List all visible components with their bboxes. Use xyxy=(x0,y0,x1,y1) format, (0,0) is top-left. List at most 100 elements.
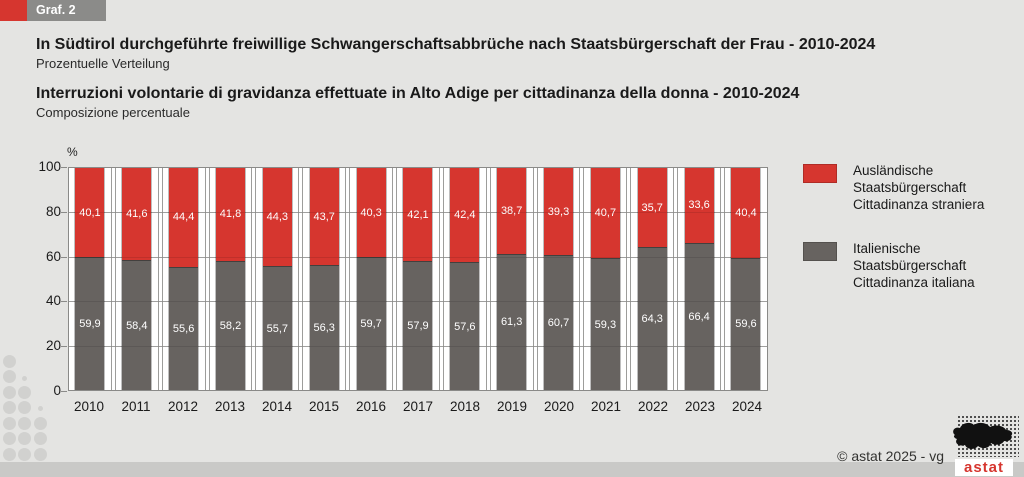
segment-foreign-value: 44,3 xyxy=(266,211,289,224)
category-separator xyxy=(720,168,726,390)
segment-italian-value: 59,6 xyxy=(735,318,757,331)
bar-slot-2020: 39,3 60,7 xyxy=(538,168,580,390)
y-tick-label: 0 xyxy=(53,383,61,398)
stacked-bar-2024: 40,4 59,6 xyxy=(730,168,762,390)
decorative-dot xyxy=(2,432,16,445)
segment-foreign-value: 40,3 xyxy=(360,206,382,219)
segment-foreign-value: 35,7 xyxy=(641,201,663,214)
segment-foreign: 39,3 xyxy=(544,168,573,256)
segment-italian-value: 55,7 xyxy=(266,322,289,335)
y-tick-mark xyxy=(61,211,67,213)
decorative-dot xyxy=(18,416,31,430)
category-separator xyxy=(298,168,304,390)
segment-foreign: 43,7 xyxy=(309,168,339,265)
stacked-bar-2021: 40,7 59,3 xyxy=(589,168,621,390)
segment-italian-value: 59,7 xyxy=(360,318,382,331)
bar-slot-2014: 44,3 55,7 xyxy=(256,168,298,390)
segment-foreign: 44,4 xyxy=(169,168,199,267)
segment-foreign: 40,4 xyxy=(731,168,761,258)
segment-foreign-value: 41,6 xyxy=(126,208,148,221)
segment-italian: 60,7 xyxy=(544,255,573,390)
segment-foreign: 42,1 xyxy=(403,168,433,262)
segment-foreign: 35,7 xyxy=(637,168,667,248)
segment-italian: 55,7 xyxy=(262,266,292,390)
decorative-dot xyxy=(2,447,16,461)
segment-italian-value: 57,9 xyxy=(407,320,429,333)
segment-italian-value: 60,7 xyxy=(547,317,570,330)
segment-italian-value: 57,6 xyxy=(454,320,476,333)
plot-area: 40,1 59,9 41,6 58,4 44,4 55,6 41,8 58,2 44,3 55,7… xyxy=(68,167,768,391)
title-german: In Südtirol durchgeführte freiwillige Sc… xyxy=(36,36,876,53)
graf-number-label: Graf. 2 xyxy=(36,3,76,17)
category-separator xyxy=(485,168,491,390)
segment-foreign-value: 40,1 xyxy=(79,206,101,219)
segment-italian-value: 59,9 xyxy=(79,318,101,330)
category-separator xyxy=(579,168,585,390)
bar-slot-2018: 42,4 57,6 xyxy=(444,168,486,390)
bar-slot-2017: 42,1 57,9 xyxy=(397,168,439,390)
x-tick-label-2022: 2022 xyxy=(637,399,669,414)
legend-swatch xyxy=(803,164,837,183)
segment-foreign-value: 38,7 xyxy=(500,204,523,217)
south-tyrol-map-icon xyxy=(953,422,1013,449)
segment-italian: 64,3 xyxy=(637,247,667,390)
astat-wordmark: astat xyxy=(955,459,1013,476)
category-separator xyxy=(532,168,538,390)
segment-foreign: 42,4 xyxy=(450,168,480,263)
decorative-dot xyxy=(33,447,47,461)
bar-slot-2013: 41,8 58,2 xyxy=(210,168,252,390)
stacked-bar-2015: 43,7 56,3 xyxy=(308,168,340,390)
bar-slot-2022: 35,7 64,3 xyxy=(631,168,673,390)
segment-foreign: 41,6 xyxy=(122,168,152,261)
segment-italian-value: 64,3 xyxy=(641,313,663,326)
badge-accent-square xyxy=(0,0,27,21)
bar-slot-2010: 40,1 59,9 xyxy=(69,168,111,390)
x-tick-label-2017: 2017 xyxy=(402,399,434,414)
x-tick-label-2015: 2015 xyxy=(308,399,340,414)
x-tick-label-2014: 2014 xyxy=(261,399,293,414)
decorative-dot xyxy=(2,354,16,368)
legend-label: Italienische Staatsbürgerschaft Cittadinan… xyxy=(853,241,975,290)
y-tick-mark xyxy=(61,167,67,168)
stacked-bar-2010: 40,1 59,9 xyxy=(74,168,106,390)
segment-foreign: 40,1 xyxy=(75,168,105,258)
x-tick-label-2023: 2023 xyxy=(684,399,716,414)
segment-italian-value: 56,3 xyxy=(313,322,335,334)
legend-item-0: Ausländische Staatsbürgerschaft Cittadinan… xyxy=(803,162,1021,213)
segment-italian: 61,3 xyxy=(497,253,527,390)
decorative-dot xyxy=(37,405,43,411)
segment-italian-value: 55,6 xyxy=(172,322,195,335)
category-separator xyxy=(673,168,679,390)
category-separator xyxy=(626,168,632,390)
y-tick-mark xyxy=(61,301,67,303)
segment-foreign-value: 41,8 xyxy=(219,208,242,221)
segment-foreign: 33,6 xyxy=(684,168,714,243)
legend-label: Ausländische Staatsbürgerschaft Cittadinan… xyxy=(853,163,985,212)
category-separator xyxy=(157,168,163,390)
stacked-bar-2022: 35,7 64,3 xyxy=(636,168,668,390)
bar-slot-2023: 33,6 66,4 xyxy=(678,168,720,390)
category-separator xyxy=(392,168,398,390)
bar-slot-2012: 44,4 55,6 xyxy=(163,168,205,390)
segment-foreign-value: 43,7 xyxy=(313,210,335,223)
x-tick-label-2012: 2012 xyxy=(167,399,199,414)
segment-italian: 66,4 xyxy=(684,242,714,390)
bar-slot-2024: 40,4 59,6 xyxy=(725,168,767,390)
segment-italian: 59,3 xyxy=(590,258,620,390)
subtitle-german: Prozentuelle Verteilung xyxy=(36,56,170,71)
stacked-bar-2018: 42,4 57,6 xyxy=(449,168,481,390)
category-separator xyxy=(251,168,257,390)
graf-number-badge: Graf. 2 xyxy=(27,0,106,21)
segment-italian: 59,6 xyxy=(731,257,761,390)
decorative-dot xyxy=(18,447,31,461)
y-tick-mark xyxy=(61,346,67,348)
bar-slot-2011: 41,6 58,4 xyxy=(116,168,158,390)
segment-foreign-value: 33,6 xyxy=(688,199,710,212)
segment-foreign: 41,8 xyxy=(216,168,245,261)
segment-foreign-value: 42,1 xyxy=(407,208,429,221)
decorative-dot xyxy=(33,416,47,430)
segment-italian: 59,7 xyxy=(356,257,386,390)
segment-italian: 56,3 xyxy=(309,265,339,390)
bar-slot-2021: 40,7 59,3 xyxy=(584,168,626,390)
